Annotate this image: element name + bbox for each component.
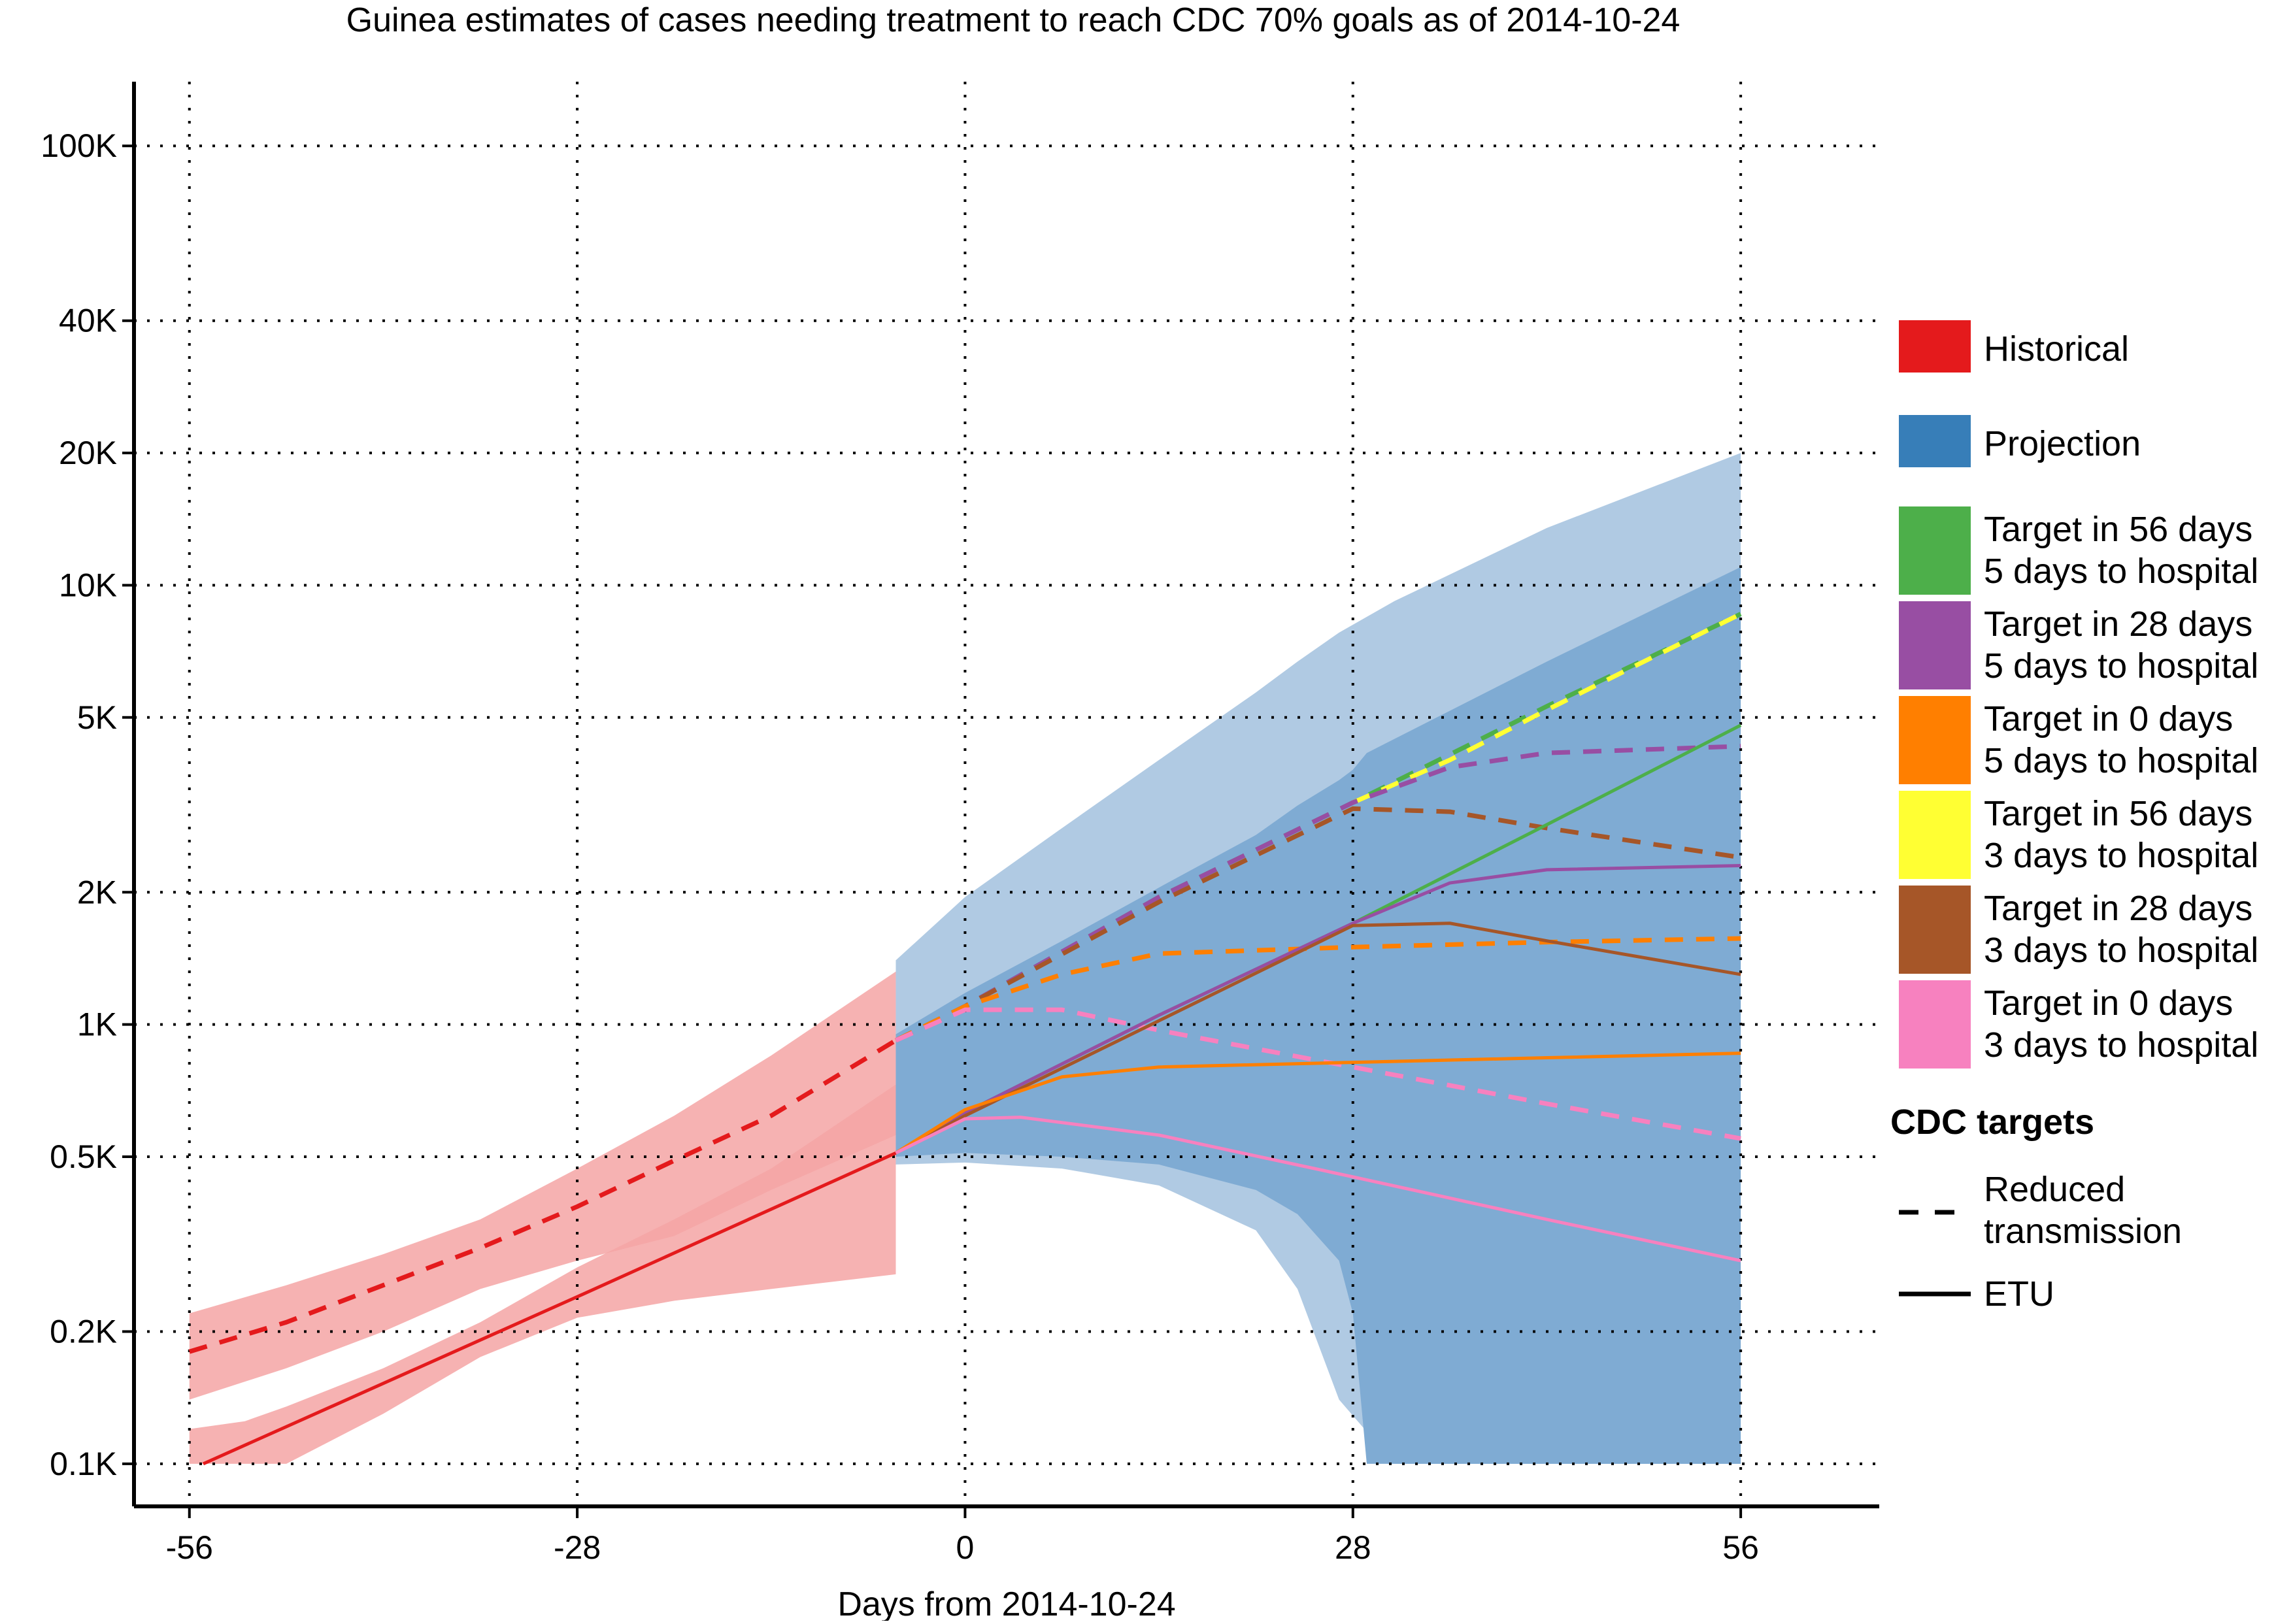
confidence-bands (189, 453, 1741, 1464)
series-lines (188, 612, 1742, 1466)
y-tick-label: 20K (59, 435, 117, 471)
x-tick-label: -28 (554, 1529, 601, 1566)
chart-title: Guinea estimates of cases needing treatm… (346, 1, 1681, 39)
legend-label: Target in 28 days (1984, 889, 2252, 928)
y-tick-label: 0.5K (50, 1138, 117, 1175)
legend-label: Historical (1984, 329, 2129, 369)
legend-label: 3 days to hospital (1984, 1025, 2258, 1065)
y-tick-label: 0.2K (50, 1314, 117, 1350)
legend-line-label: transmission (1984, 1212, 2182, 1251)
y-tick-label: 2K (77, 874, 117, 910)
axes: 0.1K 0.2K 0.5K 1K 2K 5K 10K 20K 40K 100K -56 -28 0 28… (41, 82, 1879, 1566)
legend-swatch (1899, 506, 1971, 595)
legend-swatch (1899, 980, 1971, 1069)
legend-swatch (1899, 791, 1971, 879)
series-line-etu-0-3 (895, 1116, 1741, 1263)
series-line-reduced-56-3 (1352, 612, 1742, 805)
legend-swatch (1899, 415, 1971, 467)
legend-swatch (1899, 320, 1971, 373)
legend-swatch (1899, 886, 1971, 974)
legend-label: 3 days to hospital (1984, 931, 2258, 970)
series-line-historical-reduced (188, 1038, 897, 1354)
x-tick-label: 56 (1722, 1529, 1759, 1566)
band-proj-inner (895, 567, 1741, 1464)
legend-heading: CDC targets (1890, 1102, 2094, 1142)
series-line-etu-28-3 (895, 921, 1741, 1155)
band-hist-etu (189, 1084, 896, 1464)
legend-line-label: Reduced (1984, 1170, 2125, 1209)
x-tick-label: 28 (1335, 1529, 1371, 1566)
series-line-historical-etu (202, 1151, 897, 1466)
legend-label: Target in 56 days (1984, 794, 2252, 833)
y-tick-label: 0.1K (50, 1446, 117, 1482)
legend-swatch (1899, 696, 1971, 784)
legend-label: 5 days to hospital (1984, 741, 2258, 780)
band-hist-reduced (189, 971, 896, 1400)
x-tick-label: -56 (166, 1529, 213, 1566)
y-tick-label: 1K (77, 1006, 117, 1043)
x-tick-label: 0 (956, 1529, 975, 1566)
y-tick-label: 10K (59, 567, 117, 603)
y-tick-label: 100K (41, 127, 117, 164)
legend-line-label: ETU (1984, 1274, 2054, 1314)
legend-label: Target in 0 days (1984, 699, 2233, 738)
grid (134, 82, 1879, 1506)
x-axis-title: Days from 2014-10-24 (837, 1585, 1175, 1621)
legend-label: 3 days to hospital (1984, 836, 2258, 875)
legend-label: 5 days to hospital (1984, 552, 2258, 591)
legend-label: Target in 28 days (1984, 605, 2252, 644)
series-line-etu-0-5 (895, 1052, 1741, 1155)
legend-label: Target in 0 days (1984, 984, 2233, 1023)
legend-label: 5 days to hospital (1984, 646, 2258, 686)
y-tick-label: 5K (77, 699, 117, 736)
y-tick-label: 40K (59, 303, 117, 339)
legend-label: Projection (1984, 424, 2141, 463)
series-line-etu-28-5 (895, 863, 1741, 1155)
legend-label: Target in 56 days (1984, 510, 2252, 549)
series-line-reduced-0-3 (895, 1007, 1741, 1141)
legend-swatch (1899, 601, 1971, 689)
